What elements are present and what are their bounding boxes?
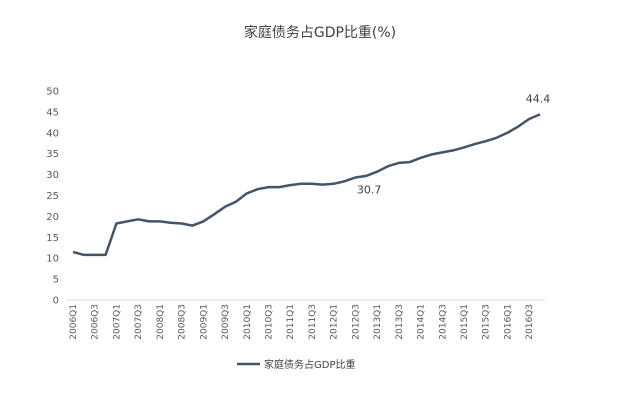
chart-title: 家庭债务占GDP比重(%) (243, 25, 397, 41)
y-tick-label: 45 (46, 107, 59, 118)
x-tick-label: 2014Q3 (438, 304, 448, 340)
legend-label: 家庭债务占GDP比重 (264, 358, 355, 371)
x-tick-label: 2010Q1 (243, 304, 253, 340)
x-tick-label: 2007Q3 (134, 304, 144, 340)
annotations: 30.7 44.4 (357, 92, 550, 196)
x-tick-label: 2013Q1 (373, 304, 383, 340)
x-tick-label: 2008Q3 (178, 304, 188, 340)
y-tick-label: 30 (46, 170, 59, 181)
x-tick-label: 2007Q1 (112, 304, 122, 340)
y-tick-label: 5 (53, 275, 59, 286)
x-tick-label: 2008Q1 (156, 304, 166, 340)
legend: 家庭债务占GDP比重 (237, 358, 355, 371)
x-tick-label: 2010Q3 (264, 304, 274, 340)
x-tick-label: 2006Q1 (69, 304, 79, 340)
y-tick-label: 10 (46, 254, 59, 265)
x-tick-label: 2011Q1 (286, 304, 296, 340)
x-tick-label: 2012Q3 (351, 304, 361, 340)
x-tick-label: 2006Q3 (91, 304, 101, 340)
x-tick-label: 2014Q1 (417, 304, 427, 340)
y-tick-label: 0 (53, 296, 59, 307)
y-tick-label: 15 (46, 233, 59, 244)
x-tick-label: 2016Q1 (503, 304, 513, 340)
x-tick-label: 2012Q1 (330, 304, 340, 340)
data-label: 44.4 (526, 92, 551, 105)
data-label: 30.7 (357, 184, 382, 197)
x-tick-label: 2011Q3 (308, 304, 318, 340)
series-line (72, 113, 541, 257)
y-axis-ticks: 0 5 10 15 20 25 30 35 40 45 50 (46, 87, 59, 307)
x-tick-label: 2015Q3 (482, 304, 492, 340)
x-tick-label: 2015Q1 (460, 304, 470, 340)
x-tick-label: 2013Q3 (395, 304, 405, 340)
x-tick-label: 2016Q3 (525, 304, 535, 340)
y-tick-label: 25 (46, 191, 59, 202)
y-tick-label: 20 (46, 212, 59, 223)
x-tick-label: 2009Q3 (221, 304, 231, 340)
series-group (72, 113, 541, 257)
y-tick-label: 40 (46, 128, 59, 139)
y-tick-label: 50 (46, 87, 59, 98)
x-tick-label: 2009Q1 (199, 304, 209, 340)
x-axis-ticks: 2006Q1 2006Q3 2007Q1 2007Q3 2008Q1 2008Q3 2009… (69, 304, 535, 340)
y-tick-label: 35 (46, 149, 59, 160)
